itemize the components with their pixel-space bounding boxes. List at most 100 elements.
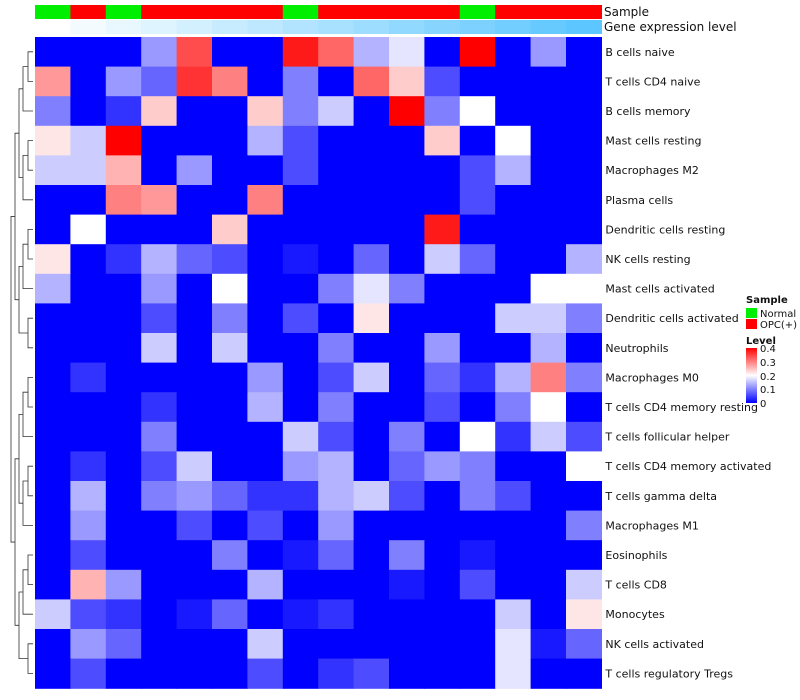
sample-annotation-cell	[318, 5, 355, 19]
heatmap-cell	[35, 362, 71, 393]
row-label: T cells CD4 naive	[604, 75, 700, 88]
heatmap-cell	[530, 155, 567, 186]
heatmap-cell	[105, 244, 142, 275]
heatmap-cell	[353, 273, 390, 304]
heatmap-cell	[247, 244, 284, 275]
heatmap-cell	[389, 96, 425, 127]
dendrogram-branch	[27, 229, 33, 260]
heatmap-cell	[105, 362, 142, 393]
heatmap-cell	[247, 273, 284, 304]
heatmap-cell	[318, 303, 355, 334]
sample-annotation-cell	[35, 5, 71, 19]
expression-annotation-cell	[247, 20, 284, 34]
heatmap-cell	[424, 303, 461, 334]
expression-annotation-bar	[35, 20, 602, 34]
heatmap-cell	[70, 629, 107, 660]
heatmap-cell	[459, 658, 496, 689]
heatmap-cell	[318, 569, 355, 600]
heatmap-cell	[141, 125, 178, 156]
heatmap-cell	[212, 481, 248, 512]
heatmap-cell	[141, 451, 178, 482]
expression-annotation-cell	[105, 20, 142, 34]
row-label: T cells gamma delta	[604, 490, 717, 503]
heatmap-cell	[459, 185, 496, 216]
heatmap-cell	[530, 569, 567, 600]
heatmap-cell	[212, 569, 248, 600]
heatmap-cell	[141, 392, 178, 423]
heatmap-cell	[566, 96, 602, 127]
heatmap-cell	[318, 599, 355, 630]
heatmap-cell	[318, 96, 355, 127]
heatmap-cell	[247, 392, 284, 423]
row-label: Dendritic cells activated	[605, 312, 738, 325]
heatmap-cell	[247, 421, 284, 452]
legend-level-title: Level	[746, 336, 776, 347]
heatmap-cell	[353, 125, 390, 156]
sample-annotation-cell	[353, 5, 390, 19]
heatmap-cell	[389, 629, 425, 660]
heatmap-cell	[212, 37, 248, 68]
row-label: Eosinophils	[605, 549, 667, 562]
heatmap-cell	[212, 273, 248, 304]
heatmap-cell	[566, 362, 602, 393]
sample-annotation-cell	[247, 5, 284, 19]
heatmap-cell	[566, 481, 602, 512]
expression-annotation-cell	[318, 20, 355, 34]
heatmap-cell	[530, 273, 567, 304]
heatmap-cell	[105, 629, 142, 660]
heatmap-cell	[282, 362, 319, 393]
sample-annotation-cell	[282, 5, 319, 19]
heatmap-cell	[105, 96, 142, 127]
heatmap-cell	[141, 244, 178, 275]
heatmap-cell	[353, 540, 390, 571]
heatmap-cell	[141, 540, 178, 571]
sample-annotation-cell	[70, 5, 107, 19]
heatmap-cell	[247, 66, 284, 97]
legend-opc-swatch	[746, 319, 757, 329]
heatmap-cell	[176, 481, 213, 512]
heatmap-cell	[35, 244, 71, 275]
heatmap-cell	[141, 599, 178, 630]
heatmap-cell	[176, 125, 213, 156]
heatmap-cell	[141, 303, 178, 334]
heatmap-cell	[70, 214, 107, 245]
heatmap-cell	[495, 303, 532, 334]
heatmap-cell	[105, 155, 142, 186]
heatmap-cell	[495, 125, 532, 156]
row-label: NK cells resting	[605, 253, 690, 266]
expression-annotation-cell	[389, 20, 425, 34]
dendrogram-branch	[10, 216, 15, 543]
heatmap-cell	[141, 658, 178, 689]
heatmap-cell	[141, 629, 178, 660]
heatmap-cell	[353, 303, 390, 334]
row-dendrogram	[10, 51, 33, 674]
heatmap-cell	[495, 244, 532, 275]
heatmap-cell	[176, 37, 213, 68]
heatmap-cell	[141, 510, 178, 541]
heatmap-cell	[353, 658, 390, 689]
heatmap-cell	[141, 481, 178, 512]
heatmap-cell	[282, 392, 319, 423]
heatmap-cell	[35, 599, 71, 630]
expression-annotation-cell	[424, 20, 461, 34]
expression-annotation-cell	[495, 20, 532, 34]
dendrogram-branch	[27, 377, 33, 408]
legend: Sample Normal OPC(+) Level 0.4 0.3 0.2 0…	[746, 295, 797, 410]
heatmap-cell	[459, 155, 496, 186]
sample-annotation-label: Sample	[604, 5, 649, 19]
heatmap-cell	[566, 214, 602, 245]
heatmap-cell	[70, 658, 107, 689]
heatmap-cell	[459, 510, 496, 541]
heatmap-cell	[389, 125, 425, 156]
heatmap-cell	[353, 569, 390, 600]
heatmap-cell	[70, 481, 107, 512]
legend-level-tick: 0.3	[760, 358, 776, 369]
heatmap-cell	[530, 185, 567, 216]
heatmap-cell	[318, 185, 355, 216]
heatmap-cell	[530, 540, 567, 571]
sample-annotation-cell	[105, 5, 142, 19]
heatmap-cell	[212, 125, 248, 156]
expression-annotation-cell	[566, 20, 602, 34]
dendrogram-branch	[14, 132, 19, 301]
heatmap-cell	[35, 392, 71, 423]
